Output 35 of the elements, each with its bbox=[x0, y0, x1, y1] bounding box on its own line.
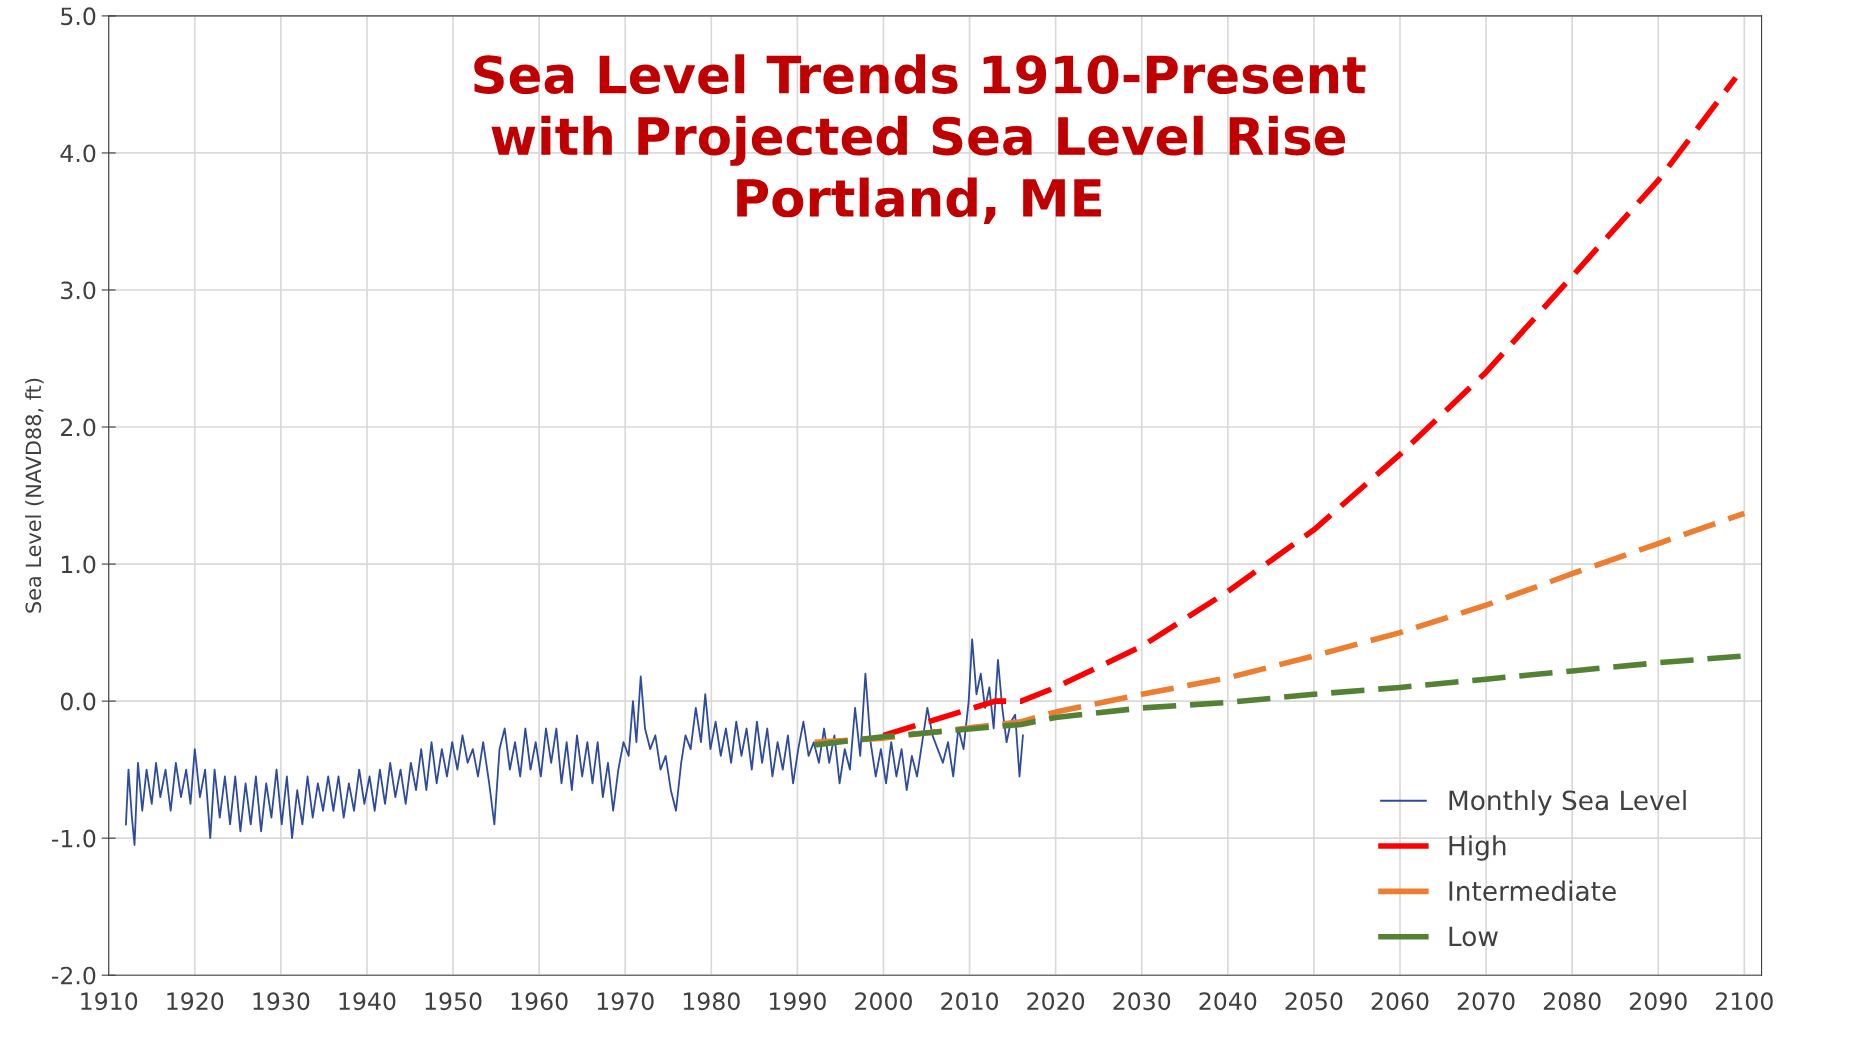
line-series bbox=[125, 638, 1024, 846]
x-tick-label: 1970 bbox=[597, 992, 654, 1011]
y-axis-title: Sea Level (NAVD88, ft) bbox=[25, 378, 44, 613]
text: Sea Level Trends 1910-Present with Projected Sea Level Rise Portland, ME bbox=[474, 54, 1366, 224]
y-tick-label: 2.0 bbox=[61, 418, 96, 437]
x-tick-label: 2080 bbox=[1543, 992, 1601, 1011]
y-tick-label: 5.0 bbox=[61, 7, 96, 26]
x-tick-label: 1920 bbox=[167, 992, 224, 1011]
y-tick-label: 3.0 bbox=[61, 281, 96, 300]
y-tick-label: 1.0 bbox=[61, 555, 96, 574]
x-tick-label: 2070 bbox=[1457, 992, 1515, 1011]
y-tick-label: -2.0 bbox=[51, 966, 96, 985]
x-tick-label: 2020 bbox=[1027, 992, 1085, 1011]
x-tick-label: 2050 bbox=[1285, 992, 1343, 1011]
x-tick-label: 1950 bbox=[425, 992, 482, 1011]
x-tick-label: 2090 bbox=[1629, 992, 1687, 1011]
x-tick-label: 2000 bbox=[855, 992, 912, 1011]
x-tick-label: 1990 bbox=[769, 992, 826, 1011]
x-tick-label: 2100 bbox=[1716, 992, 1773, 1011]
y-tick-label: 0.0 bbox=[60, 692, 96, 711]
x-tick-label: 2040 bbox=[1199, 992, 1257, 1011]
legend-label: Intermediate bbox=[1449, 880, 1616, 902]
x-tick-label: 1940 bbox=[339, 992, 396, 1011]
x-tick-label: 1930 bbox=[253, 992, 310, 1011]
x-tick-label: 1980 bbox=[683, 992, 740, 1011]
y-tick-label: 4.0 bbox=[60, 144, 96, 163]
legend-label: Low bbox=[1449, 926, 1498, 947]
legend-label: High bbox=[1449, 835, 1506, 861]
x-tick-label: 1960 bbox=[511, 992, 568, 1011]
y-tick-label: -1.0 bbox=[51, 829, 96, 848]
x-tick-label: 2060 bbox=[1371, 992, 1429, 1011]
x-tick-label: 2030 bbox=[1113, 992, 1171, 1011]
legend-label: Monthly Sea Level bbox=[1449, 789, 1686, 816]
x-tick-label: 2010 bbox=[941, 992, 999, 1011]
x-tick-label: 1910 bbox=[81, 992, 138, 1011]
